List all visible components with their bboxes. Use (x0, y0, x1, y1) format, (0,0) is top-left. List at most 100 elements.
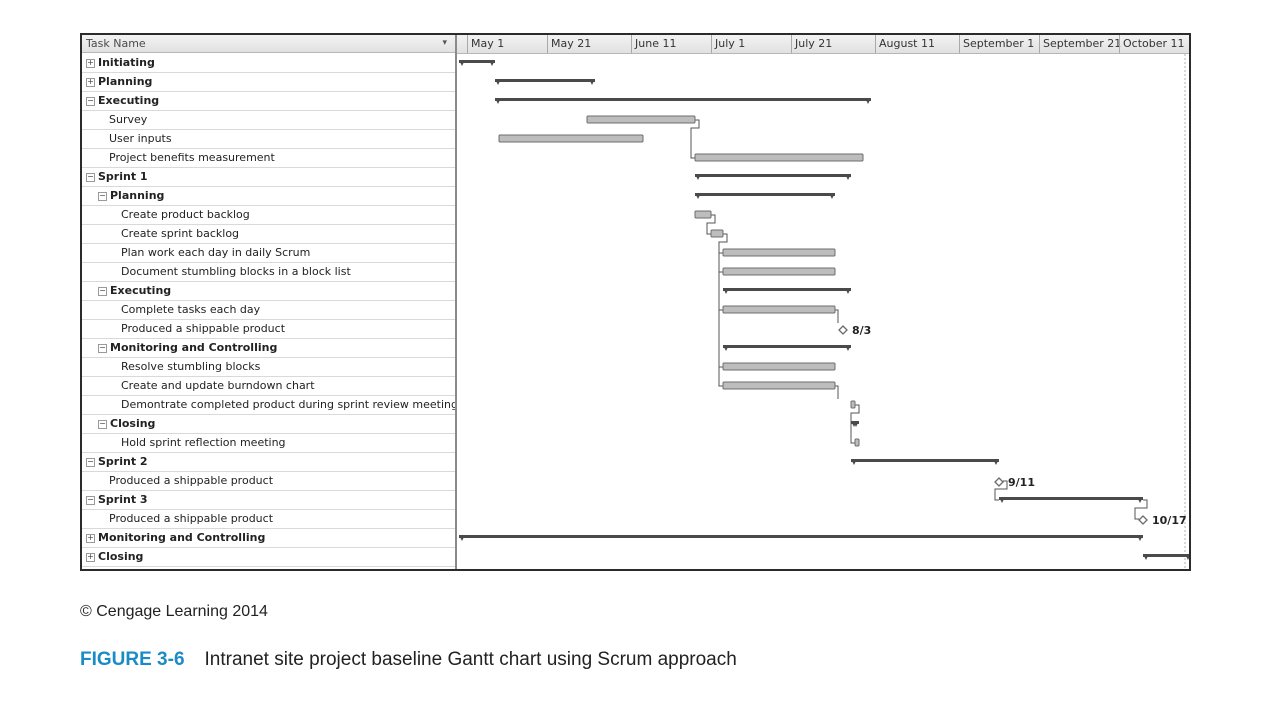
task-row[interactable]: Resolve stumbling blocks (82, 358, 455, 377)
expand-icon[interactable]: + (86, 77, 95, 87)
expand-icon[interactable]: + (86, 533, 95, 543)
task-row[interactable]: + Planning (82, 73, 455, 92)
task-name: Monitoring and Controlling (98, 531, 266, 544)
dependency-link (718, 233, 728, 387)
milestone-date-label: 9/11 (1008, 476, 1035, 489)
task-row[interactable]: − Executing (82, 92, 455, 111)
task-row[interactable]: − Sprint 1 (82, 168, 455, 187)
task-row[interactable]: Survey (82, 111, 455, 130)
task-name: Produced a shippable product (121, 322, 286, 335)
task-row[interactable]: Produced a shippable product (82, 320, 455, 339)
task-row[interactable]: Hold sprint reflection meeting (82, 434, 455, 453)
task-name: Executing (110, 284, 172, 297)
summary-bar (723, 345, 851, 348)
task-row[interactable]: Demontrate completed product during spri… (82, 396, 455, 415)
figure-caption: FIGURE 3-6 Intranet site project baseline… (80, 649, 737, 671)
task-row[interactable]: − Executing (82, 282, 455, 301)
collapse-icon[interactable]: − (98, 191, 107, 201)
timescale-tick: May 21 (547, 35, 591, 53)
task-row[interactable]: − Sprint 3 (82, 491, 455, 510)
task-name: Survey (109, 113, 148, 126)
task-name: Plan work each day in daily Scrum (121, 246, 311, 259)
milestone-date-label: 10/17 (1152, 514, 1187, 527)
summary-start-marker (1143, 554, 1149, 560)
summary-bar (459, 60, 495, 63)
timescale-header: May 1 May 21 June 11 July 1 July 21 August 11… (457, 35, 1189, 54)
summary-end-marker (845, 288, 851, 294)
task-row[interactable]: Complete tasks each day (82, 301, 455, 320)
task-row[interactable]: − Planning (82, 187, 455, 206)
task-name: Document stumbling blocks in a block lis… (121, 265, 351, 278)
summary-end-marker (1185, 554, 1189, 560)
milestone-marker (994, 477, 1004, 487)
collapse-icon[interactable]: − (86, 96, 95, 106)
task-row[interactable]: Project benefits measurement (82, 149, 455, 168)
task-row[interactable]: Create sprint backlog (82, 225, 455, 244)
expand-icon[interactable]: + (86, 58, 95, 68)
gantt-chart-pane: May 1 May 21 June 11 July 1 July 21 August 11… (457, 35, 1189, 569)
summary-start-marker (459, 60, 465, 66)
task-row[interactable]: + Initiating (82, 54, 455, 73)
copyright-text: © Cengage Learning 2014 (80, 603, 268, 620)
summary-end-marker (489, 60, 495, 66)
task-row[interactable]: Create and update burndown chart (82, 377, 455, 396)
collapse-icon[interactable]: − (86, 457, 95, 467)
summary-end-marker (589, 79, 595, 85)
timescale-tick: July 21 (791, 35, 832, 53)
collapse-icon[interactable]: − (86, 172, 95, 182)
summary-end-marker (993, 459, 999, 465)
summary-bar (695, 193, 835, 196)
summary-bar (851, 459, 999, 462)
task-name: Create product backlog (121, 208, 250, 221)
summary-start-marker (495, 79, 501, 85)
task-row[interactable]: Create product backlog (82, 206, 455, 225)
timescale-tick: July 1 (711, 35, 745, 53)
collapse-icon[interactable]: − (98, 343, 107, 353)
task-name: Hold sprint reflection meeting (121, 436, 286, 449)
task-bar (722, 248, 836, 257)
summary-start-marker (695, 193, 701, 199)
task-bar (694, 210, 712, 219)
task-name: Create and update burndown chart (121, 379, 315, 392)
task-name: Create sprint backlog (121, 227, 240, 240)
figure-title: Intranet site project baseline Gantt cha… (204, 649, 737, 670)
task-bar (586, 115, 696, 124)
chevron-down-icon[interactable]: ▾ (442, 38, 447, 48)
summary-end-marker (1137, 535, 1143, 541)
task-name: Sprint 1 (98, 170, 148, 183)
task-row[interactable]: − Monitoring and Controlling (82, 339, 455, 358)
summary-start-marker (723, 288, 729, 294)
dependency-link (994, 480, 1008, 501)
collapse-icon[interactable]: − (98, 286, 107, 296)
task-row[interactable]: User inputs (82, 130, 455, 149)
summary-start-marker (459, 535, 465, 541)
task-name: Initiating (98, 56, 155, 69)
summary-end-marker (845, 345, 851, 351)
task-row[interactable]: Produced a shippable product (82, 510, 455, 529)
expand-icon[interactable]: + (86, 552, 95, 562)
task-name: Closing (110, 417, 156, 430)
summary-bar (723, 288, 851, 291)
task-name: Executing (98, 94, 160, 107)
task-row[interactable]: − Sprint 2 (82, 453, 455, 472)
task-row[interactable]: + Closing (82, 548, 455, 567)
milestone-marker (838, 325, 848, 335)
timescale-tick: September 1 (959, 35, 1034, 53)
task-name: Closing (98, 550, 144, 563)
figure-label: FIGURE 3-6 (80, 649, 185, 670)
gantt-chart: 8/3 9/11 10/17 (459, 54, 1189, 569)
task-row[interactable]: + Monitoring and Controlling (82, 529, 455, 548)
task-row[interactable]: − Closing (82, 415, 455, 434)
task-row[interactable]: Plan work each day in daily Scrum (82, 244, 455, 263)
collapse-icon[interactable]: − (86, 495, 95, 505)
summary-start-marker (695, 174, 701, 180)
task-bar (694, 153, 864, 162)
summary-start-marker (999, 497, 1005, 503)
task-row[interactable]: Produced a shippable product (82, 472, 455, 491)
task-name-column-header[interactable]: Task Name ▾ (82, 35, 455, 53)
task-row[interactable]: Document stumbling blocks in a block lis… (82, 263, 455, 282)
collapse-icon[interactable]: − (98, 419, 107, 429)
task-bar (854, 438, 860, 447)
task-name: Planning (98, 75, 153, 88)
timescale-tick: May 1 (467, 35, 504, 53)
